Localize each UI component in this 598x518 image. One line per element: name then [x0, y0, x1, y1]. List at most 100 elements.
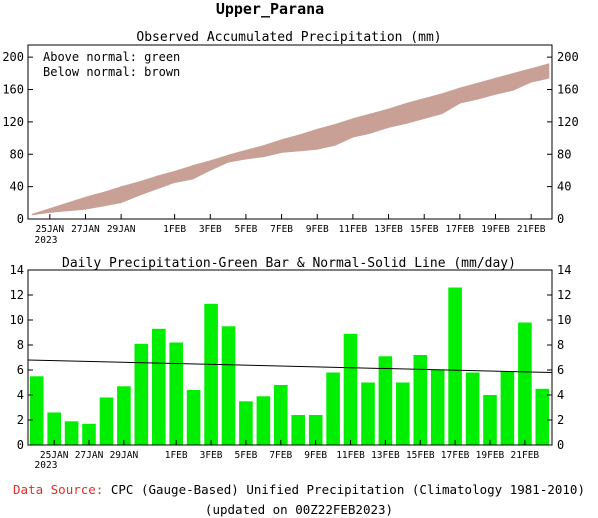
daily-ytick-label-right: 0: [557, 438, 564, 452]
accumulated-xtick-label: 13FEB: [374, 224, 403, 235]
daily-ytick-label-left: 14: [10, 263, 24, 277]
below-normal-band-segment: [210, 154, 229, 171]
accumulated-xtick-label: 3FEB: [199, 224, 222, 235]
below-normal-band-segment: [530, 63, 550, 83]
daily-xtick-label: 21FEB: [511, 450, 540, 461]
normal-daily-line: [27, 359, 553, 373]
daily-precip-bar: [378, 356, 393, 446]
below-normal-band-segment: [477, 77, 496, 100]
below-normal-band-segment: [174, 165, 193, 183]
below-normal-band-segment: [67, 196, 86, 212]
legend-below-normal: Below normal: brown: [43, 65, 180, 79]
daily-precip-bar: [500, 371, 515, 446]
daily-precip-bar: [117, 386, 131, 446]
accumulated-xtick-label: 15FEB: [410, 224, 439, 235]
normal-line-layer: [27, 359, 553, 373]
daily-xtick-label: 19FEB: [476, 450, 505, 461]
accumulated-ytick-label-right: 160: [557, 83, 579, 97]
daily-xtick-label: 13FEB: [371, 450, 400, 461]
daily-xtick-label: 5FEB: [234, 450, 257, 461]
daily-precip-bar: [169, 342, 183, 445]
daily-precip-bar: [256, 396, 271, 446]
daily-ytick-label-left: 10: [10, 313, 24, 327]
below-normal-band-segment: [370, 108, 389, 134]
below-normal-band-segment: [120, 181, 140, 204]
daily-precip-bar: [29, 376, 44, 446]
below-normal-band-segment: [103, 186, 122, 207]
daily-plot-frame: [27, 269, 553, 446]
daily-precip-bar: [47, 412, 61, 445]
daily-precip-bar: [64, 421, 79, 446]
daily-xtick-label: 1FEB: [165, 450, 188, 461]
daily-ytick-label-right: 6: [557, 363, 564, 377]
accumulated-ytick-label-left: 80: [10, 147, 24, 161]
legend-above-normal: Above normal: green: [43, 50, 180, 64]
daily-bar-layer: [29, 287, 550, 446]
daily-precip-bar: [448, 287, 462, 445]
daily-precip-bar: [152, 328, 166, 446]
below-normal-band-segment: [156, 170, 175, 190]
daily-precip-bar: [413, 355, 428, 445]
accumulated-x-axis: 25JAN 27JAN 29JAN 1FEB 3FEB 5FEB 7FEB 9FEB 11FEB…: [36, 214, 546, 235]
accumulated-xtick-label: 19FEB: [481, 224, 510, 235]
accumulated-ytick-label-right: 80: [557, 147, 571, 161]
daily-precip-bar: [535, 388, 550, 446]
daily-precip-bar: [82, 423, 96, 446]
below-normal-band-segment: [334, 118, 354, 146]
accumulated-ytick-label-left: 200: [2, 50, 24, 64]
accumulated-plot-frame: [27, 44, 553, 220]
daily-ytick-label-left: 6: [17, 363, 24, 377]
daily-precip-bar: [221, 326, 236, 446]
accumulated-ytick-label-right: 0: [557, 212, 564, 226]
page-title: Upper_Parana: [216, 0, 324, 18]
daily-precip-bar: [291, 415, 305, 445]
below-normal-band-segment: [263, 139, 282, 158]
accumulated-ytick-label-left: 160: [2, 83, 24, 97]
accumulated-xtick-label: 27JAN: [71, 224, 100, 235]
below-normal-band-segment: [192, 160, 211, 180]
daily-xtick-label: 25JAN: [40, 450, 69, 461]
daily-xtick-label: 11FEB: [336, 450, 365, 461]
daily-precip-bar: [361, 382, 375, 445]
accumulated-ytick-label-left: 40: [10, 180, 24, 194]
daily-precip-bar: [396, 382, 410, 445]
daily-ytick-label-right: 14: [557, 263, 571, 277]
below-normal-band-segment: [245, 145, 265, 160]
accumulated-xtick-label: 21FEB: [517, 224, 546, 235]
below-normal-band-segment: [495, 72, 514, 95]
daily-precip-bar: [204, 303, 218, 446]
below-normal-band-segment: [459, 82, 479, 104]
daily-precip-bar: [430, 370, 445, 445]
below-normal-band-segment: [227, 149, 247, 163]
accumulated-xtick-label: 11FEB: [339, 224, 368, 235]
daily-ytick-label-left: 2: [17, 413, 24, 427]
below-normal-band-segment: [406, 98, 425, 124]
accumulated-ytick-label-left: 120: [2, 115, 24, 129]
data-source-text: CPC (Gauge-Based) Unified Precipitation …: [103, 482, 585, 497]
below-normal-band-segment: [316, 123, 336, 150]
below-normal-band-segment: [281, 134, 300, 153]
daily-chart: Daily Precipitation-Green Bar & Normal-S…: [10, 256, 572, 471]
daily-precip-bar: [465, 372, 480, 445]
accumulated-xtick-label: 1FEB: [163, 224, 186, 235]
updated-timestamp: (updated on 00Z22FEB2023): [204, 502, 394, 517]
daily-xtick-label: 7FEB: [269, 450, 292, 461]
daily-ytick-label-right: 12: [557, 288, 571, 302]
below-normal-band-segment: [441, 87, 461, 115]
accumulated-xtick-label: 17FEB: [446, 224, 475, 235]
daily-precip-bar: [239, 401, 253, 446]
daily-precip-bar: [186, 390, 201, 445]
daily-ytick-label-left: 4: [17, 388, 24, 402]
accumulated-xtick-label: 7FEB: [270, 224, 293, 235]
accumulated-year-label: 2023: [35, 235, 58, 246]
daily-precip-bar: [274, 385, 288, 445]
daily-ytick-label-right: 8: [557, 338, 564, 352]
below-normal-band-segment: [85, 191, 104, 210]
daily-precip-bar: [343, 333, 358, 446]
accumulated-ytick-label-left: 0: [17, 212, 24, 226]
accumulated-xtick-label: 9FEB: [306, 224, 329, 235]
below-normal-band-segment: [299, 128, 318, 152]
daily-precip-bar: [518, 322, 532, 445]
below-normal-band-segment: [512, 68, 532, 91]
